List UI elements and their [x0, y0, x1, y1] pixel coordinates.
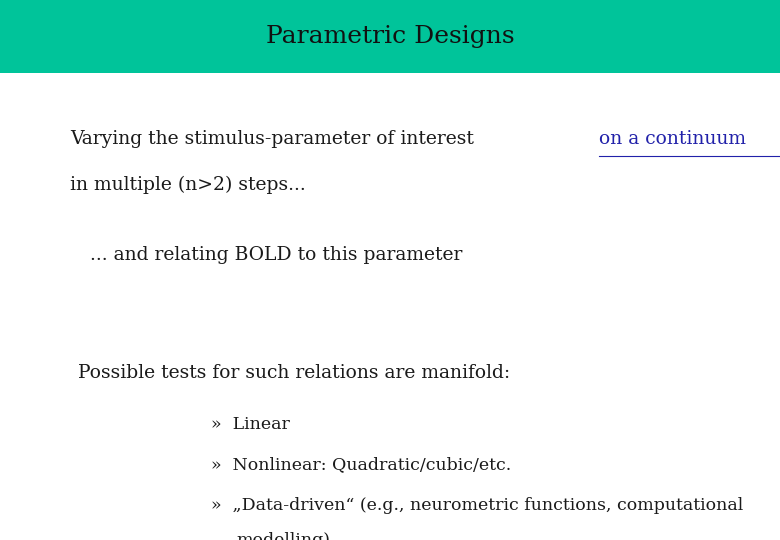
- Text: ... and relating BOLD to this parameter: ... and relating BOLD to this parameter: [90, 246, 462, 264]
- Text: modelling): modelling): [236, 532, 331, 540]
- Text: Parametric Designs: Parametric Designs: [266, 25, 514, 48]
- Text: »  Linear: » Linear: [211, 416, 289, 433]
- Text: on a continuum: on a continuum: [599, 130, 746, 147]
- Text: Varying the stimulus-parameter of interest: Varying the stimulus-parameter of intere…: [70, 130, 480, 147]
- Text: »  „Data-driven“ (e.g., neurometric functions, computational: » „Data-driven“ (e.g., neurometric funct…: [211, 497, 743, 514]
- Text: in multiple (n>2) steps...: in multiple (n>2) steps...: [70, 176, 306, 194]
- Text: »  Nonlinear: Quadratic/cubic/etc.: » Nonlinear: Quadratic/cubic/etc.: [211, 456, 511, 473]
- Bar: [0, 0, 780, 73]
- Text: Possible tests for such relations are manifold:: Possible tests for such relations are ma…: [78, 364, 510, 382]
